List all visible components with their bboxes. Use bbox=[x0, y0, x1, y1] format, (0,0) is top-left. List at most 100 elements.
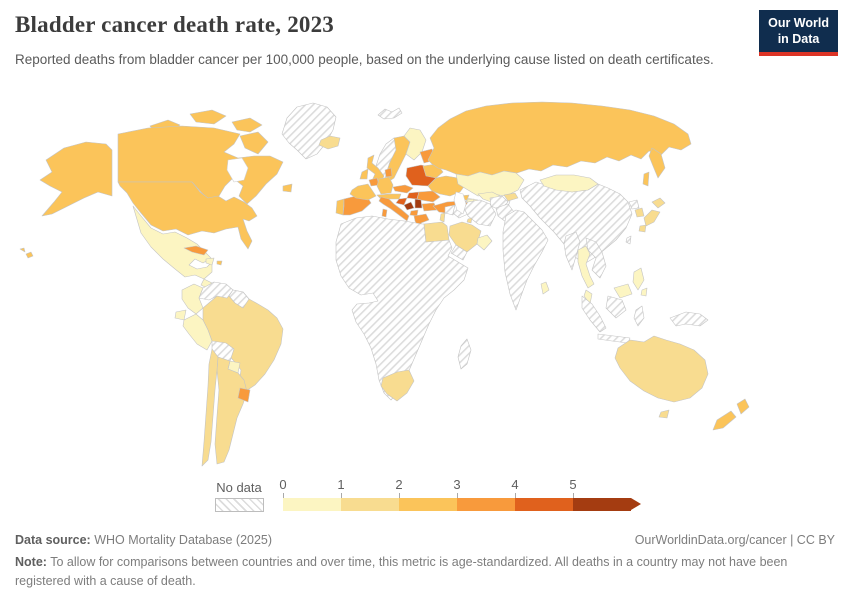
country-egypt[interactable] bbox=[423, 221, 450, 243]
country-peru[interactable] bbox=[182, 313, 213, 351]
country-denmark[interactable] bbox=[384, 167, 393, 178]
country-colombia[interactable] bbox=[181, 283, 204, 315]
rights-link[interactable]: OurWorldinData.org/cancer | CC BY bbox=[634, 533, 835, 547]
country-uruguay[interactable] bbox=[237, 387, 251, 403]
country-australia-tasmania[interactable] bbox=[658, 409, 670, 419]
legend-bin-2-3[interactable] bbox=[399, 498, 457, 511]
country-south-korea[interactable] bbox=[634, 207, 645, 218]
country-indonesia-sumatra[interactable] bbox=[581, 295, 607, 333]
country-bosnia[interactable] bbox=[403, 201, 415, 211]
country-hispaniola[interactable] bbox=[205, 257, 215, 266]
country-india[interactable] bbox=[502, 209, 549, 311]
country-svalbard[interactable] bbox=[377, 107, 403, 120]
country-myanmar[interactable] bbox=[563, 231, 581, 271]
country-argentina[interactable] bbox=[214, 356, 248, 465]
country-portugal[interactable] bbox=[335, 198, 345, 216]
country-madagascar[interactable] bbox=[457, 338, 472, 370]
country-romania[interactable] bbox=[416, 190, 441, 203]
country-italy[interactable] bbox=[378, 196, 410, 222]
country-papua-new-guinea[interactable] bbox=[669, 311, 709, 327]
country-mexico[interactable] bbox=[132, 205, 213, 280]
owid-logo[interactable]: Our World in Data bbox=[759, 10, 838, 57]
country-cuba[interactable] bbox=[183, 245, 209, 256]
country-guyanas[interactable] bbox=[228, 289, 250, 309]
country-japan-honshu[interactable] bbox=[643, 209, 661, 227]
legend-arrow bbox=[631, 498, 641, 510]
country-russia-kamchatka[interactable] bbox=[648, 147, 666, 179]
water-hudson-bay bbox=[226, 157, 249, 183]
country-philippines-luzon[interactable] bbox=[632, 267, 645, 291]
country-usa[interactable] bbox=[117, 181, 258, 250]
legend-tick-label-0: 0 bbox=[279, 477, 287, 492]
data-source-text: WHO Mortality Database (2025) bbox=[90, 533, 273, 547]
country-czech-slovakia[interactable] bbox=[392, 184, 414, 194]
country-taiwan[interactable] bbox=[625, 235, 632, 245]
country-yemen[interactable] bbox=[450, 244, 468, 261]
legend-bin-0-1[interactable] bbox=[283, 498, 341, 511]
country-kazakhstan[interactable] bbox=[455, 170, 525, 197]
legend-bin-5+[interactable] bbox=[573, 498, 631, 511]
legend-bin-4-5[interactable] bbox=[515, 498, 573, 511]
country-canada-arctic-3[interactable] bbox=[231, 117, 263, 133]
country-russia-sakhalin[interactable] bbox=[642, 171, 650, 187]
country-new-zealand-north[interactable] bbox=[736, 398, 750, 415]
country-iran[interactable] bbox=[463, 199, 497, 227]
country-sri-lanka[interactable] bbox=[540, 281, 550, 295]
country-israel[interactable] bbox=[439, 212, 446, 223]
country-mongolia[interactable] bbox=[539, 174, 599, 193]
legend-tick bbox=[341, 493, 342, 498]
legend-tick bbox=[573, 493, 574, 498]
country-usa-hawaii-2[interactable] bbox=[19, 247, 26, 253]
world-map-svg bbox=[19, 101, 750, 467]
country-uae-oman[interactable] bbox=[476, 234, 493, 251]
country-indochina[interactable] bbox=[585, 237, 607, 279]
country-indonesia-java[interactable] bbox=[597, 333, 631, 344]
owid-logo-line1: Our World bbox=[768, 16, 829, 30]
country-new-zealand-south[interactable] bbox=[712, 410, 737, 431]
legend-tick-label-4: 4 bbox=[511, 477, 519, 492]
country-iceland[interactable] bbox=[318, 135, 341, 150]
no-data-swatch[interactable] bbox=[215, 498, 264, 512]
owid-logo-line2: in Data bbox=[777, 31, 820, 46]
country-japan-kyushu[interactable] bbox=[638, 224, 647, 233]
country-japan-hokkaido[interactable] bbox=[651, 197, 666, 209]
country-usa-alaska[interactable] bbox=[39, 141, 113, 217]
country-germany[interactable] bbox=[376, 176, 394, 195]
country-albania-mk[interactable] bbox=[409, 209, 419, 217]
country-venezuela[interactable] bbox=[198, 281, 234, 301]
country-ukraine[interactable] bbox=[427, 175, 467, 197]
legend-bin-1-2[interactable] bbox=[341, 498, 399, 511]
country-syria-jordan[interactable] bbox=[444, 204, 456, 216]
country-saudi-arabia[interactable] bbox=[448, 221, 482, 253]
country-usa-hawaii-1[interactable] bbox=[25, 251, 34, 259]
legend-tick bbox=[399, 493, 400, 498]
data-source-row: Data source: WHO Mortality Database (202… bbox=[15, 533, 272, 547]
country-serbia[interactable] bbox=[414, 198, 423, 209]
country-south-africa[interactable] bbox=[380, 369, 415, 402]
country-australia[interactable] bbox=[614, 335, 709, 403]
country-greenland[interactable] bbox=[281, 102, 337, 160]
country-canada-newfoundland[interactable] bbox=[282, 183, 293, 193]
country-france[interactable] bbox=[349, 183, 377, 201]
country-canada-baffin[interactable] bbox=[239, 131, 269, 155]
legend-bin-3-4[interactable] bbox=[457, 498, 515, 511]
country-indonesia-sulawesi[interactable] bbox=[633, 305, 645, 327]
country-kuwait[interactable] bbox=[466, 217, 473, 224]
legend-tick-label-1: 1 bbox=[337, 477, 345, 492]
country-canada-arctic-2[interactable] bbox=[189, 109, 227, 125]
country-puerto-rico[interactable] bbox=[216, 260, 223, 266]
country-indonesia-kalimantan[interactable] bbox=[605, 295, 627, 319]
country-ireland[interactable] bbox=[359, 168, 369, 180]
country-chile[interactable] bbox=[201, 348, 219, 467]
country-kyrgyzstan[interactable] bbox=[503, 192, 519, 202]
country-russia[interactable] bbox=[427, 101, 692, 177]
country-north-korea[interactable] bbox=[628, 199, 640, 210]
water-caspian-sea bbox=[453, 191, 467, 215]
country-italy-sardinia[interactable] bbox=[381, 208, 388, 218]
legend-tick-label-5: 5 bbox=[569, 477, 577, 492]
country-malaysia-borneo[interactable] bbox=[613, 283, 633, 299]
chart-subtitle: Reported deaths from bladder cancer per … bbox=[15, 52, 714, 67]
country-philippines-mindanao[interactable] bbox=[640, 287, 648, 297]
country-ecuador[interactable] bbox=[174, 309, 187, 321]
